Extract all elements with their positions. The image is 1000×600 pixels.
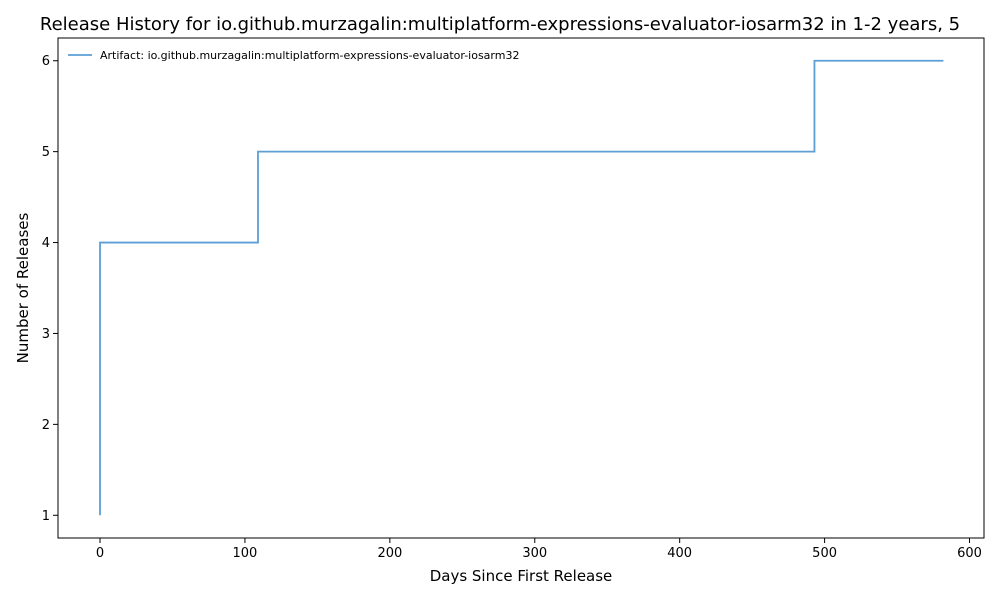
chart-title: Release History for io.github.murzagalin… [40, 14, 960, 35]
y-axis: 1 2 3 4 5 6 [42, 54, 58, 524]
y-tick-label: 1 [42, 509, 50, 524]
plot-frame [57, 37, 985, 539]
y-tick-label: 6 [42, 54, 50, 69]
x-axis-label: Days Since First Release [430, 567, 613, 585]
x-tick-label: 500 [812, 546, 837, 561]
legend-label: Artifact: io.github.murzagalin:multiplat… [100, 49, 519, 62]
x-tick-label: 0 [96, 546, 104, 561]
series-layer [99, 59, 944, 516]
y-tick-label: 4 [42, 236, 50, 251]
y-tick-label: 5 [42, 145, 50, 160]
x-tick-label: 100 [233, 546, 258, 561]
x-tick-label: 200 [377, 546, 402, 561]
y-tick-label: 2 [42, 418, 50, 433]
x-tick-label: 600 [957, 546, 982, 561]
y-tick-label: 3 [42, 327, 50, 342]
series-line-0 [99, 59, 944, 516]
x-axis: 0 100 200 300 400 500 600 [96, 538, 982, 561]
x-tick-label: 400 [667, 546, 692, 561]
legend: Artifact: io.github.murzagalin:multiplat… [68, 49, 519, 62]
y-axis-label: Number of Releases [14, 212, 32, 363]
x-tick-label: 300 [522, 546, 547, 561]
